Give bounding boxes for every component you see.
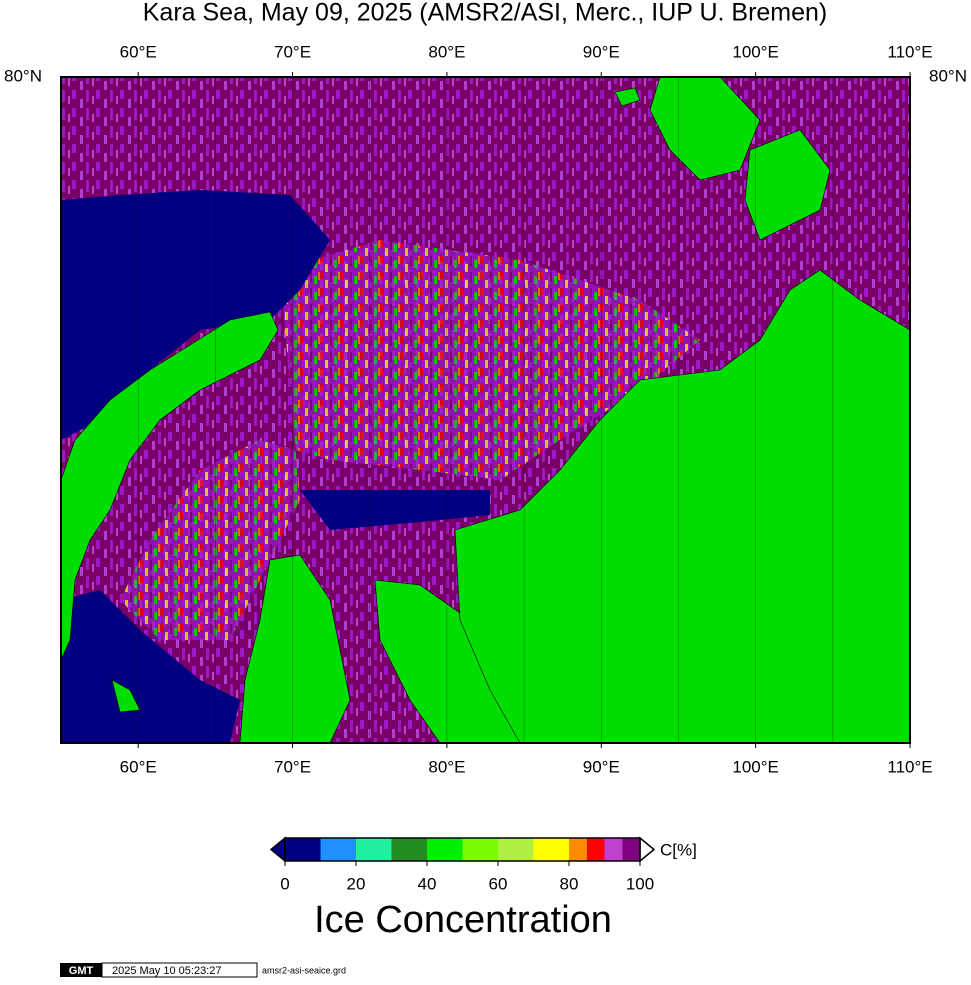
colorbar-segment [462,838,498,861]
colorbar-segment [533,838,569,861]
lon-label: 110°E [887,757,932,776]
colorbar-segment [356,838,392,861]
lon-label: 60°E [120,757,157,776]
colorbar-frame [284,837,641,862]
colorbar-tick-label: 80 [560,874,579,893]
lon-label: 110°E [887,42,932,61]
open-water [300,490,490,530]
timestamp-box [101,962,258,978]
ice-edge [120,240,700,640]
yamal [239,554,351,744]
island [111,679,141,713]
logo: GMT [69,965,94,977]
severnaya-zemlya [649,76,761,181]
colorbar-arrow [639,836,656,863]
island [614,87,641,107]
lon-label: 80°E [428,42,465,61]
lon-label: 70°E [274,42,311,61]
map-frame [60,76,911,744]
novaya-zemlya [60,311,279,661]
colorbar-tick-label: 0 [280,874,289,893]
taymyr [454,269,911,744]
colorbar-label: Ice Concentration [314,899,612,941]
lat-label: 80°N [4,66,42,85]
colorbar-tick-label: 60 [489,874,508,893]
lon-label: 60°E [120,42,157,61]
lat-label: 80°N [929,66,967,85]
lon-label: 100°E [732,42,779,61]
lon-label: 80°E [428,757,465,776]
colorbar-tick-label: 20 [347,874,366,893]
colorbar-segment [391,838,427,861]
colorbar-segment [622,838,640,861]
open-water [61,590,240,743]
colorbar-segment [569,838,587,861]
map [60,76,911,744]
colorbar-segment [285,838,321,861]
colorbar-segment [604,838,623,861]
colorbar-arrow [269,836,286,863]
island [744,129,831,241]
lon-label: 100°E [732,757,779,776]
colorbar-segment [586,838,605,861]
title: Kara Sea, May 09, 2025 (AMSR2/ASI, Merc.… [143,0,828,27]
colorbar-segment [320,838,356,861]
colorbar-segment [498,838,534,861]
lon-label: 70°E [274,757,311,776]
colorbar-tick-label: 40 [418,874,437,893]
colorbar-segment [427,838,463,861]
timestamp: 2025 May 10 05:23:27 [112,965,221,977]
lon-label: 90°E [583,757,620,776]
file-name: amsr2-asi-seaice.grd [262,965,346,975]
lon-label: 90°E [583,42,620,61]
open-water [61,190,330,440]
colorbar-tick-label: 100 [626,874,654,893]
colorbar-unit: C[%] [660,840,697,859]
logo-box [60,963,102,977]
